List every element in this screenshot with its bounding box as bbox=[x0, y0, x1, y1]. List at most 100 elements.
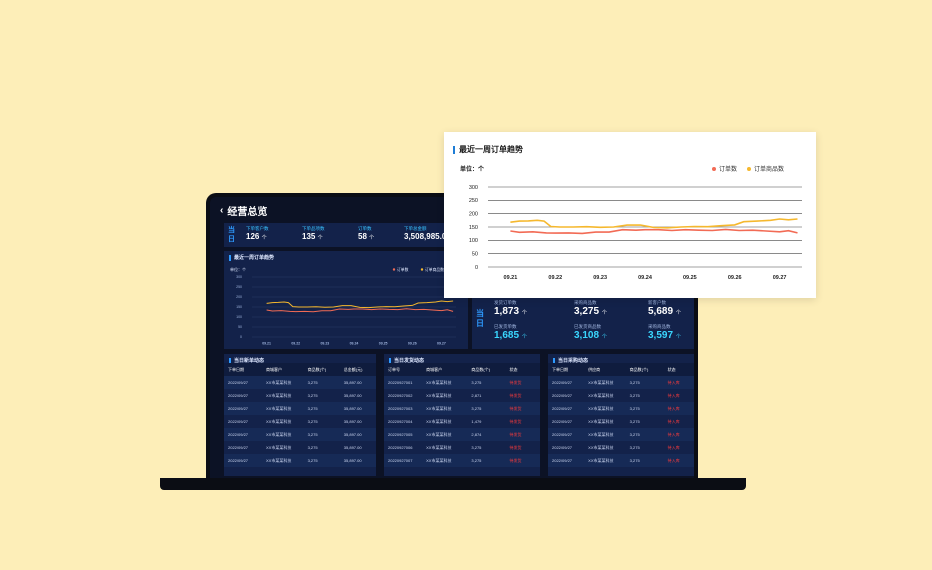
mini-legend-dot bbox=[392, 268, 396, 271]
table-row[interactable]: 20220927003 XX市某某科技 3,275 待发货 bbox=[384, 402, 540, 415]
table-cell: 3,275 bbox=[307, 380, 318, 385]
y-tick-label: 150 bbox=[236, 305, 242, 309]
table-row[interactable]: 2022/09/27 XX市某某科技 3,275 35,897.00 bbox=[224, 441, 376, 454]
table-cell: XX市某某科技 bbox=[588, 418, 614, 424]
table-cell: 3,275 bbox=[629, 432, 640, 437]
series-line-goods bbox=[266, 300, 454, 309]
x-tick-label: 09.26 bbox=[728, 275, 742, 281]
table-row[interactable]: 20220927007 XX市某某科技 3,275 待发货 bbox=[384, 454, 540, 467]
table-cell: 3,275 bbox=[307, 406, 318, 411]
table-cell: 2022/09/27 bbox=[228, 419, 249, 424]
table-cell: 待发货 bbox=[509, 418, 522, 424]
table-row[interactable]: 2022/09/27 XX市某某科技 3,275 35,897.00 bbox=[224, 376, 376, 389]
legend-item-goods: 订单商品数 bbox=[746, 164, 784, 173]
table-row[interactable]: 2022/09/27 XX市某某科技 3,275 35,897.00 bbox=[224, 454, 376, 467]
table-cell: XX市某某科技 bbox=[266, 431, 292, 437]
table-row[interactable]: 20220927005 XX市某某科技 2,874 待发货 bbox=[384, 428, 540, 441]
table-row[interactable]: 2022/09/27 XX市某某科技 3,275 待入库 bbox=[548, 402, 694, 415]
trend-line-chart: 0 50 100 150 200 250 300 09.21 09.22 09.23 09.24 09… bbox=[469, 185, 802, 281]
x-tick-label: 09.24 bbox=[638, 275, 653, 281]
table-cell: 2022/09/27 bbox=[552, 419, 573, 424]
table-header: 下单日期 商城客户 商品数(个) 总金额(元) bbox=[224, 363, 376, 376]
table-cell: 3,275 bbox=[629, 393, 640, 398]
table-header: 订单号 商城客户 商品数(个) 状态 bbox=[384, 363, 540, 376]
x-tick-label: 09.23 bbox=[593, 275, 607, 281]
kpi-label: 下单总金额 bbox=[404, 226, 427, 231]
shipping-title-text: 当日发货动态 bbox=[394, 358, 425, 364]
laptop-base bbox=[160, 478, 746, 490]
table-row[interactable]: 20220927006 XX市某某科技 3,275 待发货 bbox=[384, 441, 540, 454]
table-cell: 2022/09/27 bbox=[228, 380, 249, 385]
back-arrow-icon[interactable]: ‹ bbox=[220, 205, 224, 216]
header-cell: 订单号 bbox=[388, 366, 400, 372]
table-row[interactable]: 2022/09/27 XX市某某科技 3,275 35,897.00 bbox=[224, 389, 376, 402]
table-row[interactable]: 2022/09/27 XX市某某科技 3,275 待入库 bbox=[548, 376, 694, 389]
table-cell: 2022/09/27 bbox=[552, 458, 573, 463]
y-tick-label: 100 bbox=[236, 315, 242, 319]
table-row[interactable]: 2022/09/27 XX市某某科技 3,275 待入库 bbox=[548, 428, 694, 441]
kpi-number: 126 bbox=[246, 232, 260, 241]
kpi-value: 126 个 bbox=[246, 232, 269, 241]
shipping-panel: 当日发货动态 订单号 商城客户 商品数(个) 状态 20220927001 XX市某某科技… bbox=[384, 354, 540, 476]
shipping-table: 订单号 商城客户 商品数(个) 状态 20220927001 XX市某某科技 3,275 待发… bbox=[384, 363, 540, 467]
table-row[interactable]: 2022/09/27 XX市某某科技 3,275 35,897.00 bbox=[224, 402, 376, 415]
x-tick-label: 09.22 bbox=[548, 275, 562, 281]
legend-dot-goods bbox=[746, 167, 751, 172]
stat-item: 采购商品数 3,275 个 bbox=[574, 300, 607, 317]
y-tick-label: 250 bbox=[469, 198, 478, 204]
table-cell: 3,275 bbox=[307, 458, 318, 463]
table-cell: 35,897.00 bbox=[343, 380, 362, 385]
table-cell: XX市某某科技 bbox=[588, 405, 614, 411]
kpi-amount: 下单总金额 3,508,985.00 bbox=[404, 226, 451, 241]
table-cell: 20220927002 bbox=[388, 393, 413, 398]
stat-value: 5,689 个 bbox=[648, 306, 681, 317]
header-cell: 状态 bbox=[509, 366, 518, 372]
table-row[interactable]: 20220927002 XX市某某科技 2,871 待发货 bbox=[384, 389, 540, 402]
y-tick-label: 300 bbox=[236, 275, 242, 279]
y-tick-label: 100 bbox=[469, 238, 478, 244]
table-cell: 待发货 bbox=[509, 457, 522, 463]
popup-title-text: 最近一周订单趋势 bbox=[459, 145, 523, 154]
table-cell: 2022/09/27 bbox=[228, 445, 249, 450]
table-row[interactable]: 2022/09/27 XX市某某科技 3,275 35,897.00 bbox=[224, 428, 376, 441]
header-cell: 状态 bbox=[667, 366, 676, 372]
header-cell: 总金额(元) bbox=[343, 366, 363, 372]
table-cell: XX市某某科技 bbox=[588, 379, 614, 385]
stat-item: 已发货单数 1,685 个 bbox=[494, 324, 527, 341]
mini-legend-label: 订单数 bbox=[397, 267, 409, 272]
purchase-title-text: 当日采购动态 bbox=[558, 358, 589, 364]
table-cell: XX市某某科技 bbox=[426, 392, 452, 398]
new-orders-panel: 当日新单动态 下单日期 商城客户 商品数(个) 总金额(元) 2022/09/27 XX市… bbox=[224, 354, 376, 476]
stat-item: 采购商品数 3,597 个 bbox=[648, 324, 681, 341]
table-cell: 3,275 bbox=[629, 380, 640, 385]
table-cell: XX市某某科技 bbox=[588, 457, 614, 463]
stat-label: 采购商品数 bbox=[648, 324, 671, 329]
y-tick-label: 250 bbox=[236, 285, 242, 289]
table-cell: XX市某某科技 bbox=[266, 379, 292, 385]
table-cell: 待入库 bbox=[667, 444, 680, 450]
mini-trend-title-text: 最近一周订单趋势 bbox=[234, 255, 275, 261]
table-cell: 待入库 bbox=[667, 379, 680, 385]
series-line-orders bbox=[266, 308, 454, 313]
stats-today-badge: 当日 bbox=[476, 309, 484, 328]
table-row[interactable]: 2022/09/27 XX市某某科技 3,275 待入库 bbox=[548, 389, 694, 402]
kpi-number: 58 bbox=[358, 232, 367, 241]
table-row[interactable]: 20220927001 XX市某某科技 3,275 待发货 bbox=[384, 376, 540, 389]
table-row[interactable]: 2022/09/27 XX市某某科技 3,275 待入库 bbox=[548, 441, 694, 454]
table-cell: XX市某某科技 bbox=[266, 444, 292, 450]
x-tick-label: 09.27 bbox=[773, 275, 787, 281]
table-row[interactable]: 2022/09/27 XX市某某科技 3,275 待入库 bbox=[548, 454, 694, 467]
y-tick-label: 50 bbox=[238, 325, 242, 329]
table-cell: 待发货 bbox=[509, 392, 522, 398]
x-tick-label: 09.21 bbox=[504, 275, 518, 281]
table-cell: 2022/09/27 bbox=[552, 393, 573, 398]
table-row[interactable]: 2022/09/27 XX市某某科技 3,275 待入库 bbox=[548, 415, 694, 428]
stat-item: 已发货商品数 3,108 个 bbox=[574, 324, 607, 341]
table-row[interactable]: 20220927004 XX市某某科技 1,479 待发货 bbox=[384, 415, 540, 428]
y-tick-label: 50 bbox=[472, 252, 478, 258]
table-row[interactable]: 2022/09/27 XX市某某科技 3,275 35,897.00 bbox=[224, 415, 376, 428]
shipping-title: 当日发货动态 bbox=[389, 357, 424, 364]
kpi-value: 3,508,985.00 bbox=[404, 232, 451, 241]
table-cell: XX市某某科技 bbox=[426, 405, 452, 411]
legend-item-orders: 订单数 bbox=[711, 164, 737, 173]
